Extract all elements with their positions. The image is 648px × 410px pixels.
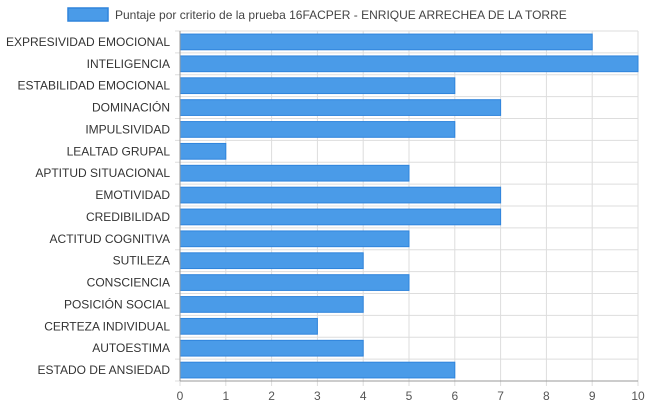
bar[interactable] — [179, 317, 318, 335]
x-tick-label: 6 — [451, 389, 458, 403]
category-label: LEALTAD GRUPAL — [67, 144, 171, 158]
bar[interactable] — [179, 55, 639, 73]
category-label: DOMINACIÓN — [92, 100, 170, 115]
legend[interactable]: Puntaje por criterio de la prueba 16FACP… — [67, 7, 567, 22]
category-label: SUTILEZA — [113, 254, 170, 268]
category-label: AUTOESTIMA — [92, 341, 170, 355]
category-labels: EXPRESIVIDAD EMOCIONAL INTELIGENCIA ESTABI… — [6, 35, 170, 377]
category-label: INTELIGENCIA — [87, 57, 170, 71]
x-tick-label: 3 — [314, 389, 321, 403]
category-label: EXPRESIVIDAD EMOCIONAL — [6, 35, 170, 49]
bar[interactable] — [179, 361, 456, 379]
category-label: CERTEZA INDIVIDUAL — [44, 319, 170, 333]
bar[interactable] — [179, 77, 456, 95]
category-label: CONSCIENCIA — [87, 276, 170, 290]
bar[interactable] — [179, 230, 410, 248]
category-label: IMPULSIVIDAD — [85, 122, 170, 136]
bar[interactable] — [179, 33, 593, 51]
bar[interactable] — [179, 339, 364, 357]
x-tick-label: 1 — [222, 389, 229, 403]
x-tick-label: 0 — [177, 389, 184, 403]
category-label: CREDIBILIDAD — [86, 210, 170, 224]
category-label: POSICIÓN SOCIAL — [64, 296, 170, 311]
bar[interactable] — [179, 121, 456, 138]
bar[interactable] — [179, 252, 364, 270]
legend-label: Puntaje por criterio de la prueba 16FACP… — [115, 8, 567, 22]
x-tick-label: 8 — [543, 389, 550, 403]
x-tick-labels: 0 1 2 3 4 5 6 7 8 9 10 — [177, 389, 645, 403]
axes — [179, 31, 638, 382]
category-label: ACTITUD COGNITIVA — [50, 232, 170, 246]
bar[interactable] — [179, 164, 410, 182]
x-tick-label: 9 — [589, 389, 596, 403]
bar[interactable] — [179, 274, 410, 291]
bar[interactable] — [179, 208, 502, 226]
bar[interactable] — [179, 186, 502, 204]
bar[interactable] — [179, 142, 227, 160]
bar[interactable] — [179, 99, 502, 116]
x-tick-label: 7 — [497, 389, 504, 403]
bar[interactable] — [179, 296, 364, 313]
category-label: EMOTIVIDAD — [95, 188, 170, 202]
category-label: ESTABILIDAD EMOCIONAL — [18, 79, 171, 93]
category-label: ESTADO DE ANSIEDAD — [38, 363, 171, 377]
x-tick-label: 5 — [406, 389, 413, 403]
legend-swatch — [67, 7, 109, 22]
x-tick-label: 10 — [631, 389, 645, 403]
x-tick-label: 2 — [268, 389, 275, 403]
category-label: APTITUD SITUACIONAL — [35, 166, 170, 180]
x-tick-label: 4 — [360, 389, 367, 403]
